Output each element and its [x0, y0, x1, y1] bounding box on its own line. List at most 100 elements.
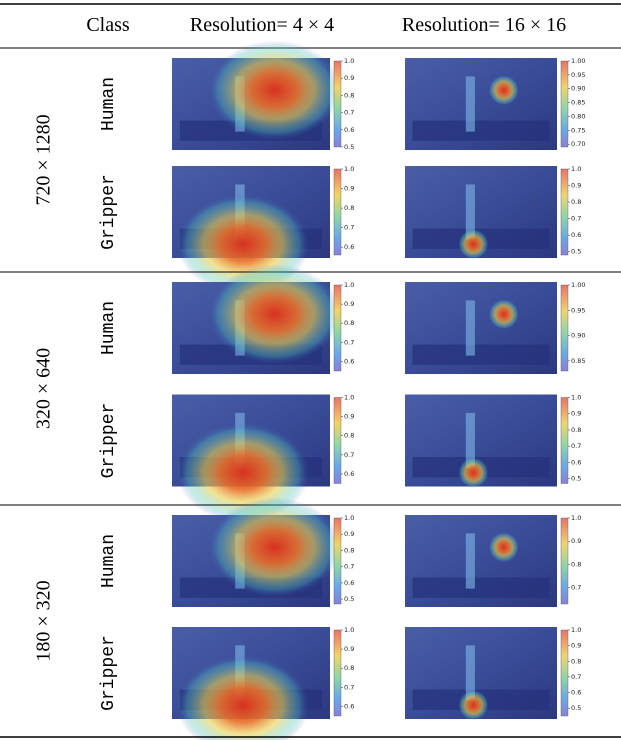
colorbar-tick-label: 0.6 — [571, 689, 581, 697]
colorbar-tick-label: 0.8 — [571, 657, 581, 665]
colorbar-tick-label: 0.70 — [571, 140, 585, 148]
colorbar-tick-label: 0.90 — [571, 85, 585, 93]
colorbar — [334, 630, 341, 716]
colorbar-tick-label: 0.7 — [344, 451, 354, 459]
figure-table: Class Resolution= 4 × 4 Resolution= 16 ×… — [0, 0, 621, 740]
colorbar-tick-label: 0.8 — [344, 664, 354, 672]
colorbar-tick-label: 0.8 — [344, 546, 354, 554]
colorbar-tick-label: 0.6 — [344, 357, 354, 365]
colorbar — [334, 285, 341, 371]
activation — [208, 264, 341, 364]
colorbar — [561, 285, 568, 371]
colorbar-tick-label: 0.9 — [344, 185, 354, 193]
colorbar-tick-label: 1.00 — [571, 281, 585, 289]
colorbar-tick-label: 0.95 — [571, 71, 585, 79]
colorbar-tick-label: 0.75 — [571, 126, 585, 134]
colorbar-tick-label: 1.0 — [344, 514, 354, 522]
header-res-4: Resolution= 4 × 4 — [190, 14, 334, 36]
class-label: Human — [99, 77, 119, 131]
colorbar — [561, 630, 568, 716]
colorbar-tick-label: 1.00 — [571, 57, 585, 65]
colorbar — [561, 61, 568, 147]
heatmap — [172, 497, 341, 607]
colorbar — [561, 518, 568, 604]
class-label: Human — [99, 534, 119, 588]
colorbar-tick-label: 0.6 — [344, 579, 354, 587]
resolution-label: 180 × 320 — [33, 580, 55, 661]
colorbar-tick-label: 0.6 — [344, 243, 354, 251]
colorbar-tick-label: 0.8 — [344, 204, 354, 212]
colorbar — [561, 398, 568, 484]
colorbar-tick-label: 0.5 — [571, 475, 581, 483]
colorbar-tick-label: 0.5 — [571, 704, 581, 712]
class-label: Gripper — [99, 403, 119, 479]
colorbar-tick-label: 0.7 — [571, 584, 581, 592]
colorbar-tick-label: 0.7 — [571, 215, 581, 223]
colorbar-tick-label: 0.8 — [571, 560, 581, 568]
colorbar-tick-label: 0.85 — [571, 99, 585, 107]
colorbar-tick-label: 0.6 — [344, 470, 354, 478]
colorbar — [334, 61, 341, 147]
colorbar — [334, 518, 341, 604]
colorbar-tick-label: 1.0 — [344, 165, 354, 173]
colorbar-tick-label: 0.7 — [344, 109, 354, 117]
colorbar-tick-label: 0.7 — [344, 224, 354, 232]
colorbar-tick-label: 1.0 — [344, 57, 354, 65]
robot-arm — [466, 300, 475, 355]
class-label: Gripper — [99, 174, 119, 250]
heatmap — [172, 40, 341, 150]
colorbar-tick-label: 0.7 — [571, 673, 581, 681]
colorbar-tick-label: 0.8 — [344, 319, 354, 327]
colorbar-tick-label: 0.8 — [571, 198, 581, 206]
colorbar-tick-label: 0.85 — [571, 357, 585, 365]
table-surface — [413, 578, 550, 598]
colorbar-tick-label: 0.9 — [344, 74, 354, 82]
heatmap — [172, 264, 341, 374]
colorbar-tick-label: 0.5 — [344, 595, 354, 603]
colorbar-tick-label: 1.0 — [344, 626, 354, 634]
colorbar-tick-label: 0.95 — [571, 306, 585, 314]
colorbar-tick-label: 0.9 — [344, 645, 354, 653]
colorbar-tick-label: 0.9 — [571, 537, 581, 545]
colorbar-tick-label: 0.8 — [571, 426, 581, 434]
colorbar-tick-label: 0.90 — [571, 332, 585, 340]
colorbar — [334, 398, 341, 484]
heatmap — [405, 627, 557, 720]
colorbar — [561, 169, 568, 255]
colorbar-tick-label: 0.7 — [344, 563, 354, 571]
colorbar-tick-label: 0.9 — [344, 300, 354, 308]
class-label: Gripper — [99, 635, 119, 711]
colorbar-tick-label: 0.9 — [571, 182, 581, 190]
colorbar-tick-label: 0.7 — [344, 683, 354, 691]
colorbar-tick-label: 0.9 — [344, 530, 354, 538]
colorbar-tick-label: 0.6 — [571, 231, 581, 239]
colorbar-tick-label: 0.5 — [571, 248, 581, 256]
resolution-label: 720 × 1280 — [33, 114, 55, 205]
activation — [489, 532, 519, 562]
colorbar-tick-label: 1.0 — [571, 626, 581, 634]
colorbar-tick-label: 1.0 — [571, 394, 581, 402]
colorbar-tick-label: 0.8 — [344, 432, 354, 440]
resolution-label: 320 × 640 — [33, 348, 55, 429]
colorbar-tick-label: 0.9 — [344, 413, 354, 421]
activation — [489, 299, 519, 329]
colorbar-tick-label: 0.6 — [344, 126, 354, 134]
colorbar-tick-label: 0.8 — [344, 91, 354, 99]
robot-arm — [466, 76, 475, 131]
heatmap — [172, 627, 330, 740]
colorbar-tick-label: 1.0 — [344, 281, 354, 289]
colorbar-tick-label: 0.5 — [344, 143, 354, 151]
colorbar-tick-label: 0.9 — [571, 642, 581, 650]
colorbar-tick-label: 1.0 — [571, 514, 581, 522]
heatmap — [405, 282, 557, 374]
robot-arm — [466, 533, 475, 588]
colorbar-tick-label: 0.7 — [571, 442, 581, 450]
activation — [458, 690, 488, 720]
heatmap — [405, 515, 557, 607]
activation — [458, 229, 488, 259]
header-res-16: Resolution= 16 × 16 — [402, 14, 566, 36]
colorbar-tick-label: 0.6 — [344, 702, 354, 710]
table-surface — [413, 121, 550, 141]
colorbar-tick-label: 1.0 — [571, 165, 581, 173]
activation — [458, 458, 488, 488]
